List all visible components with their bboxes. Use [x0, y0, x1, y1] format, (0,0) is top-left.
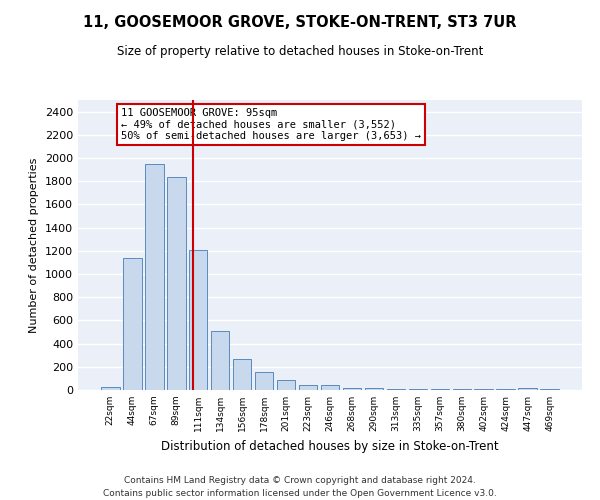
X-axis label: Distribution of detached houses by size in Stoke-on-Trent: Distribution of detached houses by size … [161, 440, 499, 452]
Bar [101, 386, 119, 390]
Bar [189, 250, 208, 390]
Bar [167, 176, 185, 390]
Text: Size of property relative to detached houses in Stoke-on-Trent: Size of property relative to detached ho… [117, 45, 483, 58]
Y-axis label: Number of detached properties: Number of detached properties [29, 158, 40, 332]
Bar [299, 385, 317, 390]
Text: 11 GOOSEMOOR GROVE: 95sqm
← 49% of detached houses are smaller (3,552)
50% of se: 11 GOOSEMOOR GROVE: 95sqm ← 49% of detac… [121, 108, 421, 142]
Bar [145, 164, 164, 390]
Text: 11, GOOSEMOOR GROVE, STOKE-ON-TRENT, ST3 7UR: 11, GOOSEMOOR GROVE, STOKE-ON-TRENT, ST3… [83, 15, 517, 30]
Bar [123, 258, 142, 390]
Bar [320, 386, 340, 390]
Bar [277, 380, 295, 390]
Text: Contains public sector information licensed under the Open Government Licence v3: Contains public sector information licen… [103, 488, 497, 498]
Text: Contains HM Land Registry data © Crown copyright and database right 2024.: Contains HM Land Registry data © Crown c… [124, 476, 476, 485]
Bar [518, 388, 537, 390]
Bar [255, 372, 274, 390]
Bar [409, 389, 427, 390]
Bar [386, 389, 405, 390]
Bar [365, 388, 383, 390]
Bar [343, 388, 361, 390]
Bar [211, 331, 229, 390]
Bar [233, 358, 251, 390]
